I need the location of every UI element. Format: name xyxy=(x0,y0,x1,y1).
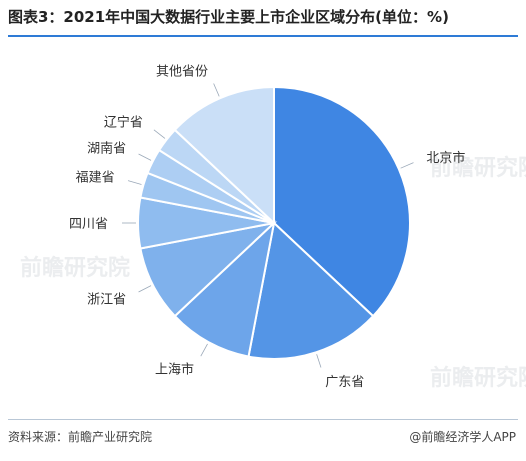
pie-slice-2 xyxy=(173,220,276,358)
slice-label-1: 广东省 xyxy=(325,375,364,390)
slice-label-2: 上海市 xyxy=(155,361,194,377)
slice-label-3: 浙江省 xyxy=(87,292,126,307)
watermark: 前瞻研究院 xyxy=(430,366,526,391)
source-note: 资料来源：前瞻产业研究院 xyxy=(8,430,153,444)
leader-line-8 xyxy=(213,83,220,97)
watermark: 前瞻研究院 xyxy=(430,156,526,181)
pie-slices xyxy=(137,85,411,360)
leader-line-0 xyxy=(400,162,414,169)
leader-line-2 xyxy=(200,343,208,357)
footer-divider xyxy=(8,419,518,420)
leader-line-1 xyxy=(316,354,322,368)
slice-label-4: 四川省 xyxy=(69,217,108,232)
slice-label-0: 北京市 xyxy=(426,150,465,166)
chart-title: 图表3：2021年中国大数据行业主要上市企业区域分布(单位：%) xyxy=(8,8,449,26)
leader-line-7 xyxy=(153,129,166,139)
leader-line-5 xyxy=(127,180,142,185)
title-underline xyxy=(8,35,518,37)
leader-line-6 xyxy=(138,153,152,161)
slice-label-7: 辽宁省 xyxy=(104,114,143,130)
brand-credit: @前瞻经济学人APP xyxy=(409,430,516,444)
slice-label-8: 其他省份 xyxy=(156,65,208,80)
slice-label-6: 湖南省 xyxy=(87,141,126,157)
slice-label-5: 福建省 xyxy=(76,171,115,186)
pie-slice-8 xyxy=(173,85,275,226)
leader-lines xyxy=(122,83,414,368)
watermark: 前瞻研究院 xyxy=(20,256,131,281)
pie-slice-0 xyxy=(273,85,411,318)
leader-line-3 xyxy=(138,285,152,293)
pie-slice-1 xyxy=(247,221,375,360)
